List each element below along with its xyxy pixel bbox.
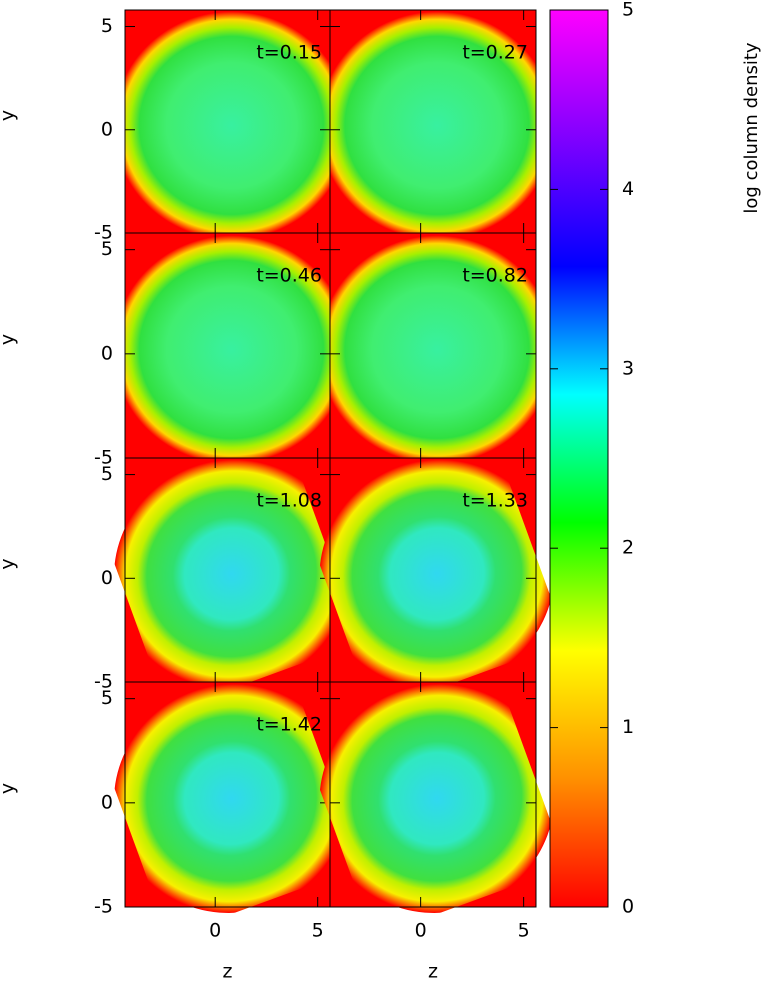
panel-title: t=0.27 bbox=[462, 42, 528, 64]
panel-title: t=1.42 bbox=[256, 714, 322, 736]
panel bbox=[113, 681, 350, 913]
y-tick-label: 5 bbox=[101, 687, 113, 709]
panel bbox=[319, 457, 555, 689]
y-tick-label: 0 bbox=[101, 342, 113, 364]
x-axis-label: z bbox=[223, 961, 233, 983]
density-blob bbox=[319, 684, 555, 913]
x-tick-label: 0 bbox=[415, 920, 427, 942]
density-blob bbox=[330, 11, 536, 233]
density-blob bbox=[330, 235, 536, 458]
y-tick-label: 0 bbox=[101, 791, 113, 813]
y-axis-label: y bbox=[0, 334, 19, 345]
y-tick-label: 5 bbox=[101, 238, 113, 260]
density-blob bbox=[125, 11, 330, 233]
colorbar-tick-label: 0 bbox=[622, 896, 634, 918]
colorbar-tick-label: 4 bbox=[622, 178, 634, 200]
panel-title: t=0.46 bbox=[256, 265, 322, 287]
y-tick-label: -5 bbox=[94, 896, 113, 918]
y-tick-label: 5 bbox=[101, 15, 113, 37]
y-axis-label: y bbox=[0, 783, 19, 794]
density-blob bbox=[125, 235, 330, 458]
density-blob bbox=[113, 459, 350, 689]
panel bbox=[329, 9, 537, 234]
panel-title: t=0.82 bbox=[462, 265, 528, 287]
panel bbox=[113, 457, 350, 689]
density-blob bbox=[319, 459, 555, 689]
y-axis-label: y bbox=[0, 110, 19, 121]
panel-title: t=1.33 bbox=[462, 490, 528, 512]
panel bbox=[329, 232, 537, 459]
y-tick-label: -5 bbox=[94, 222, 113, 244]
panel bbox=[319, 681, 555, 913]
y-axis-label: y bbox=[0, 558, 19, 569]
panel bbox=[124, 9, 331, 234]
colorbar-tick-label: 3 bbox=[622, 357, 634, 379]
x-tick-label: 5 bbox=[518, 920, 530, 942]
colorbar-tick-label: 5 bbox=[622, 0, 634, 21]
colorbar-tick-label: 2 bbox=[622, 537, 634, 559]
panel-title: t=1.08 bbox=[256, 490, 322, 512]
panel-title: t=0.15 bbox=[256, 42, 322, 64]
y-tick-label: 0 bbox=[101, 567, 113, 589]
x-tick-label: 0 bbox=[209, 920, 221, 942]
colorbar-label: log column density bbox=[741, 42, 762, 213]
x-tick-label: 5 bbox=[312, 920, 324, 942]
x-axis-label: z bbox=[428, 961, 438, 983]
y-tick-label: -5 bbox=[94, 447, 113, 469]
y-tick-label: -5 bbox=[94, 671, 113, 693]
colorbar-tick-label: 1 bbox=[622, 716, 634, 738]
colorbar bbox=[549, 9, 609, 908]
panel-frame bbox=[329, 681, 537, 908]
y-tick-label: 0 bbox=[101, 118, 113, 140]
y-tick-label: 5 bbox=[101, 463, 113, 485]
density-blob bbox=[113, 684, 350, 913]
